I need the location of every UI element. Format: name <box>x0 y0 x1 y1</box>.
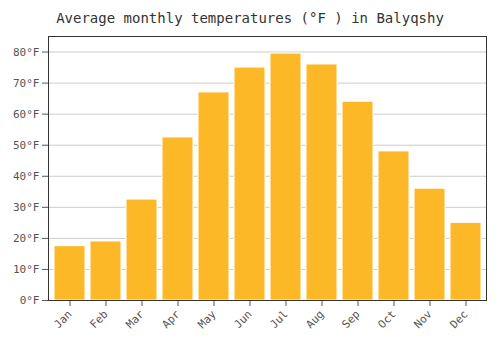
svg-text:Jul: Jul <box>267 308 290 331</box>
svg-text:Oct: Oct <box>375 308 398 331</box>
svg-text:Apr: Apr <box>159 307 183 331</box>
svg-text:0°F: 0°F <box>20 294 40 307</box>
svg-text:Dec: Dec <box>447 308 470 331</box>
svg-text:50°F: 50°F <box>13 139 40 152</box>
svg-text:Nov: Nov <box>411 307 435 331</box>
svg-text:Aug: Aug <box>303 308 326 331</box>
svg-text:40°F: 40°F <box>13 170 40 183</box>
svg-text:70°F: 70°F <box>13 77 40 90</box>
svg-text:10°F: 10°F <box>13 263 40 276</box>
svg-text:20°F: 20°F <box>13 232 40 245</box>
svg-text:80°F: 80°F <box>13 46 40 59</box>
svg-text:Feb: Feb <box>87 308 110 331</box>
svg-text:May: May <box>195 307 219 331</box>
html-text:Average monthly temperatures (: Average monthly temperatures (°F ) in Ba… <box>56 10 444 26</box>
svg-text:Mar: Mar <box>123 307 147 331</box>
svg-text:Jan: Jan <box>51 308 74 331</box>
svg-text:Sep: Sep <box>339 308 362 331</box>
svg-text:Jun: Jun <box>231 308 254 331</box>
svg-text:60°F: 60°F <box>13 108 40 121</box>
svg-text:30°F: 30°F <box>13 201 40 214</box>
